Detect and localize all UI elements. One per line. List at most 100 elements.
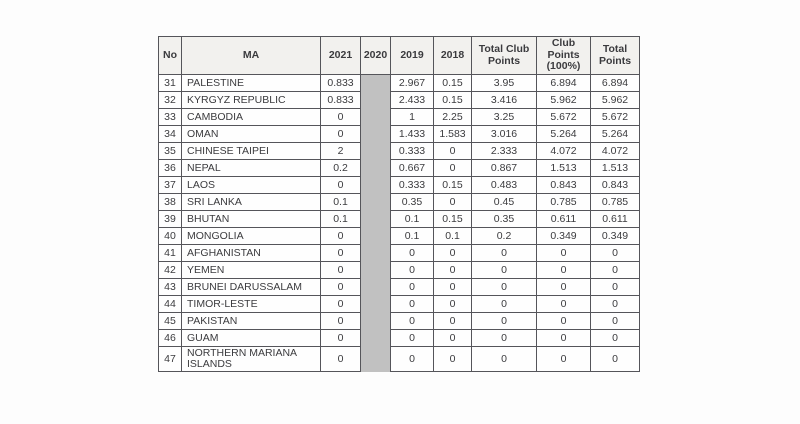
- cell-total-points: 0.349: [590, 227, 640, 245]
- ranking-table-container: No MA 2021 2020 2019 2018 Total Club Poi…: [158, 36, 640, 372]
- cell-ma: BRUNEI DARUSSALAM: [181, 278, 321, 296]
- cell-club-points-100: 0: [536, 261, 591, 279]
- cell-ma: CHINESE TAIPEI: [181, 142, 321, 160]
- cell-total-club-points: 0: [471, 329, 537, 347]
- cell-no: 39: [158, 210, 182, 228]
- cell-2018: 0.1: [433, 227, 472, 245]
- cell-2019: 0: [390, 278, 434, 296]
- cell-club-points-100: 5.672: [536, 108, 591, 126]
- cell-total-club-points: 0: [471, 312, 537, 330]
- cell-2019: 0.1: [390, 210, 434, 228]
- cell-2019: 0.35: [390, 193, 434, 211]
- cell-2018: 0: [433, 346, 472, 372]
- cell-2021: 0: [320, 295, 361, 313]
- cell-2018: 0: [433, 295, 472, 313]
- table-row: 42 YEMEN 0 0 0 0 0 0: [158, 261, 640, 279]
- cell-ma: NEPAL: [181, 159, 321, 177]
- cell-2020-blank: [360, 346, 391, 372]
- cell-club-points-100: 1.513: [536, 159, 591, 177]
- cell-ma: LAOS: [181, 176, 321, 194]
- cell-2021: 0.2: [320, 159, 361, 177]
- col-header-2019: 2019: [390, 36, 434, 75]
- cell-total-club-points: 0: [471, 261, 537, 279]
- cell-2021: 0.1: [320, 210, 361, 228]
- cell-ma: BHUTAN: [181, 210, 321, 228]
- cell-total-club-points: 0: [471, 244, 537, 262]
- cell-no: 46: [158, 329, 182, 347]
- cell-2020-blank: [360, 91, 391, 109]
- table-row: 35 CHINESE TAIPEI 2 0.333 0 2.333 4.072 …: [158, 142, 640, 160]
- cell-total-club-points: 3.016: [471, 125, 537, 143]
- cell-no: 40: [158, 227, 182, 245]
- table-row: 44 TIMOR-LESTE 0 0 0 0 0 0: [158, 295, 640, 313]
- col-header-total-club-points: Total Club Points: [471, 36, 537, 75]
- cell-2019: 0: [390, 346, 434, 372]
- cell-no: 42: [158, 261, 182, 279]
- col-header-total-points: Total Points: [590, 36, 640, 75]
- cell-2018: 0: [433, 261, 472, 279]
- col-header-no: No: [158, 36, 182, 75]
- cell-no: 35: [158, 142, 182, 160]
- cell-club-points-100: 0: [536, 312, 591, 330]
- cell-total-points: 0: [590, 295, 640, 313]
- table-row: 31 PALESTINE 0.833 2.967 0.15 3.95 6.894…: [158, 74, 640, 92]
- cell-no: 37: [158, 176, 182, 194]
- cell-club-points-100: 0: [536, 346, 591, 372]
- cell-total-club-points: 3.416: [471, 91, 537, 109]
- cell-total-points: 0.611: [590, 210, 640, 228]
- table-row: 47 NORTHERN MARIANA ISLANDS 0 0 0 0 0 0: [158, 346, 640, 372]
- cell-2018: 0: [433, 159, 472, 177]
- table-header-row: No MA 2021 2020 2019 2018 Total Club Poi…: [158, 36, 640, 75]
- cell-2020-blank: [360, 176, 391, 194]
- table-row: 41 AFGHANISTAN 0 0 0 0 0 0: [158, 244, 640, 262]
- cell-2019: 1: [390, 108, 434, 126]
- cell-ma: AFGHANISTAN: [181, 244, 321, 262]
- table-row: 46 GUAM 0 0 0 0 0 0: [158, 329, 640, 347]
- cell-2019: 0: [390, 329, 434, 347]
- cell-no: 31: [158, 74, 182, 92]
- cell-2018: 0: [433, 312, 472, 330]
- cell-2018: 0.15: [433, 74, 472, 92]
- cell-2019: 0.333: [390, 142, 434, 160]
- cell-2018: 0: [433, 278, 472, 296]
- cell-total-points: 0: [590, 261, 640, 279]
- table-row: 43 BRUNEI DARUSSALAM 0 0 0 0 0 0: [158, 278, 640, 296]
- cell-total-points: 4.072: [590, 142, 640, 160]
- cell-club-points-100: 0.349: [536, 227, 591, 245]
- cell-club-points-100: 5.962: [536, 91, 591, 109]
- cell-total-club-points: 0.45: [471, 193, 537, 211]
- cell-total-points: 0: [590, 312, 640, 330]
- cell-2020-blank: [360, 261, 391, 279]
- cell-2021: 0: [320, 125, 361, 143]
- cell-total-points: 5.672: [590, 108, 640, 126]
- cell-club-points-100: 0.843: [536, 176, 591, 194]
- table-row: 39 BHUTAN 0.1 0.1 0.15 0.35 0.611 0.611: [158, 210, 640, 228]
- table-row: 32 KYRGYZ REPUBLIC 0.833 2.433 0.15 3.41…: [158, 91, 640, 109]
- cell-total-points: 5.962: [590, 91, 640, 109]
- ma-club-points-table: No MA 2021 2020 2019 2018 Total Club Poi…: [158, 36, 640, 372]
- cell-2020-blank: [360, 193, 391, 211]
- cell-2021: 0.833: [320, 91, 361, 109]
- cell-2019: 0.1: [390, 227, 434, 245]
- cell-no: 38: [158, 193, 182, 211]
- cell-ma: YEMEN: [181, 261, 321, 279]
- cell-ma: CAMBODIA: [181, 108, 321, 126]
- cell-total-club-points: 3.95: [471, 74, 537, 92]
- cell-total-club-points: 0.2: [471, 227, 537, 245]
- cell-total-club-points: 0.35: [471, 210, 537, 228]
- cell-2020-blank: [360, 125, 391, 143]
- cell-ma: PAKISTAN: [181, 312, 321, 330]
- col-header-2020: 2020: [360, 36, 391, 75]
- cell-2019: 0: [390, 261, 434, 279]
- cell-2021: 0: [320, 227, 361, 245]
- cell-total-club-points: 2.333: [471, 142, 537, 160]
- cell-2021: 0: [320, 278, 361, 296]
- table-body: 31 PALESTINE 0.833 2.967 0.15 3.95 6.894…: [158, 74, 640, 372]
- cell-2020-blank: [360, 244, 391, 262]
- cell-2019: 2.433: [390, 91, 434, 109]
- cell-club-points-100: 6.894: [536, 74, 591, 92]
- cell-2019: 0: [390, 244, 434, 262]
- cell-ma: TIMOR-LESTE: [181, 295, 321, 313]
- cell-ma: SRI LANKA: [181, 193, 321, 211]
- cell-club-points-100: 0: [536, 329, 591, 347]
